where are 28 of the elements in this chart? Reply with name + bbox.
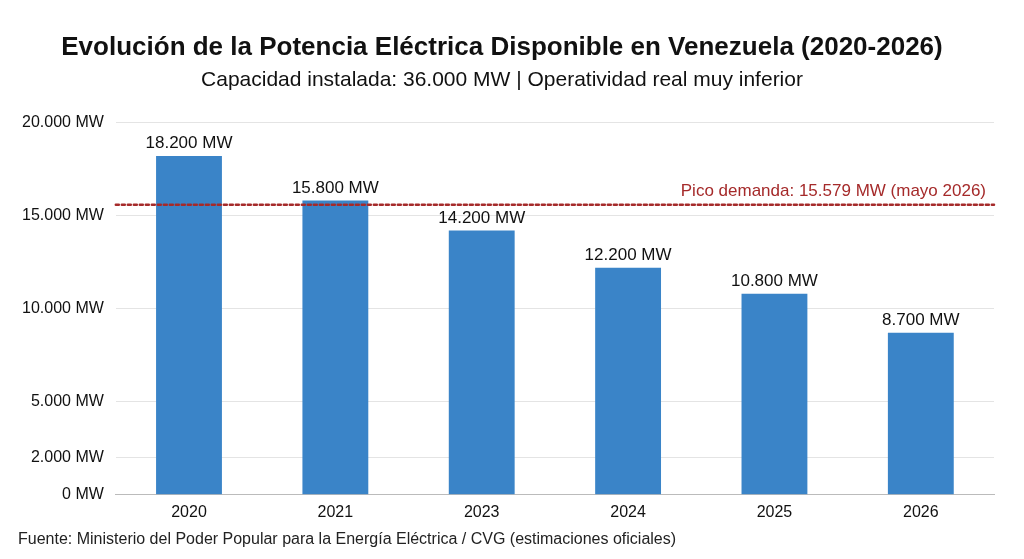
data-label: 15.800 MW: [291, 177, 379, 197]
source-note: Fuente: Ministerio del Poder Popular para la Energía Eléctrica / CVG (estimaciones oficiales): [18, 530, 678, 548]
data-label: 14.200 MW: [438, 207, 526, 227]
bar: [448, 230, 515, 495]
x-tick-label: 2026: [903, 502, 939, 520]
chart-subtitle: Capacidad instalada: 36.000 MW | Operatividad real muy inferior: [201, 66, 803, 90]
y-tick-label: 10.000 MW: [22, 299, 105, 317]
bar: [741, 293, 808, 495]
x-tick-label: 2023: [463, 502, 500, 520]
bar: [595, 267, 662, 495]
x-tick-label: 2021: [317, 502, 354, 520]
y-tick-label: 2.000 MW: [30, 447, 105, 465]
x-tick-label: 2025: [756, 502, 793, 520]
chart-title: Evolución de la Potencia Eléctrica Disponible en Venezuela (2020-2026): [61, 30, 943, 61]
y-tick-label: 20.000 MW: [22, 112, 105, 130]
bar: [156, 155, 222, 495]
x-tick-label: 2024: [610, 502, 646, 520]
y-tick-label: 5.000 MW: [30, 392, 105, 410]
data-label: 8.700 MW: [882, 309, 960, 329]
y-tick-label: 15.000 MW: [22, 205, 105, 223]
y-tick-label: 0 MW: [62, 485, 105, 503]
x-tick-label: 2020: [171, 502, 207, 520]
bar: [887, 332, 954, 495]
ref-line-label: Pico demanda: 15.579 MW (mayo 2026): [680, 180, 986, 200]
data-label: 10.800 MW: [730, 270, 818, 290]
data-label: 18.200 MW: [145, 133, 233, 153]
bar: [302, 200, 369, 495]
data-label: 12.200 MW: [584, 244, 672, 264]
